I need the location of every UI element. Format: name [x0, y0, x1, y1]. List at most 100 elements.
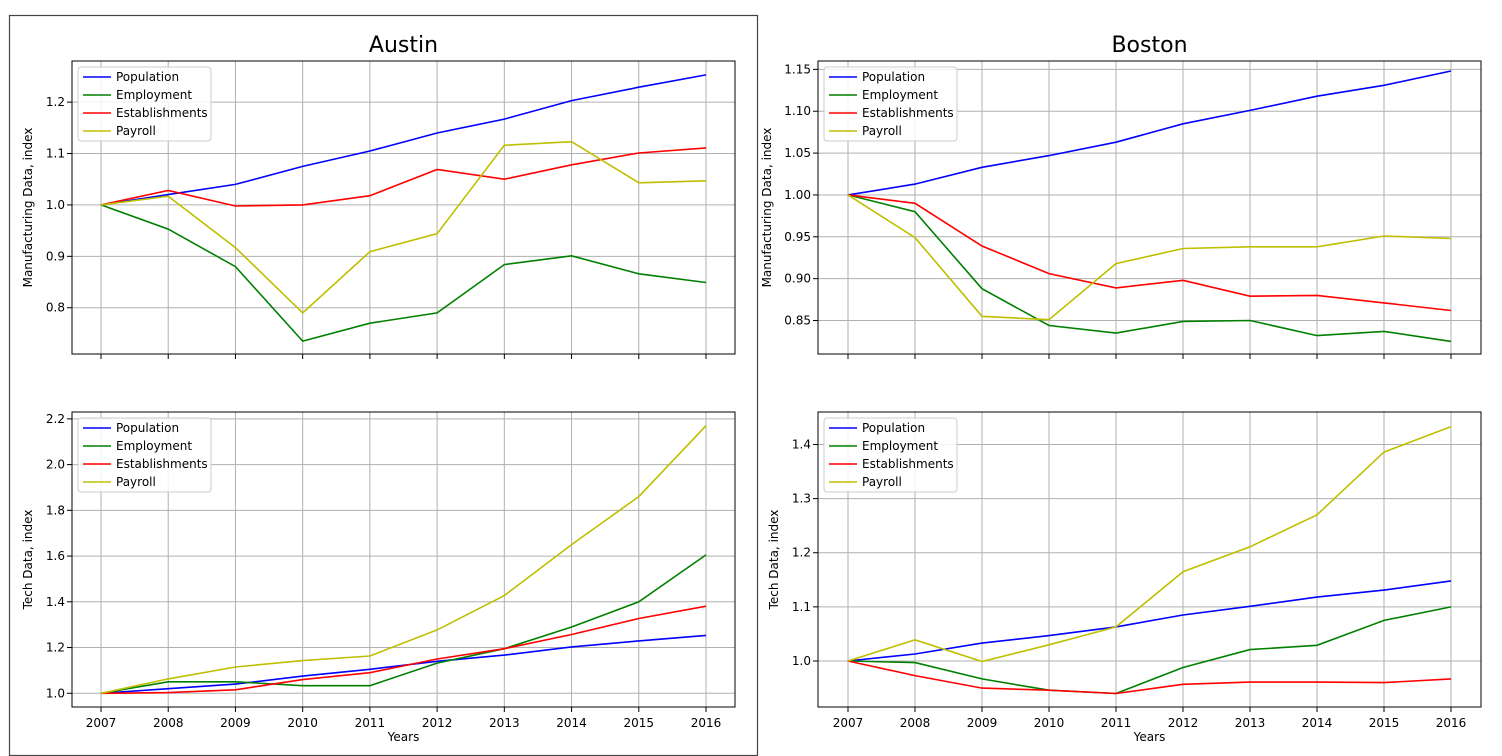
x-tick-label: 2016 — [691, 716, 722, 730]
x-tick-label: 2011 — [355, 716, 386, 730]
y-tick-label: 0.90 — [784, 272, 811, 286]
x-tick-label: 2009 — [967, 716, 998, 730]
legend-label-establishments: Establishments — [116, 106, 208, 120]
series-line-employment — [100, 554, 707, 695]
y-tick-label: 2.2 — [46, 412, 65, 426]
y-axis-title: Manufacturing Data, index — [21, 128, 35, 288]
y-tick-label: 1.4 — [46, 595, 65, 609]
series-line-employment — [100, 204, 707, 342]
series-line-payroll — [100, 140, 707, 314]
y-tick-label: 1.0 — [46, 686, 65, 700]
legend: Population Employment Establishments Payrol… — [823, 66, 958, 142]
y-axis-title: Manufacturing Data, index — [760, 128, 774, 288]
legend-label-establishments: Establishments — [116, 457, 208, 471]
legend-label-establishments: Establishments — [862, 106, 954, 120]
x-tick-label: 2011 — [1101, 716, 1132, 730]
x-tick-label: 2010 — [287, 716, 318, 730]
y-axis-title: Tech Data, index — [21, 510, 35, 611]
y-tick-label: 1.0 — [792, 654, 811, 668]
austin-manufacturing-chart: 0.8 0.9 1.0 1.1 1.2 Austin Manufacturing Data,… — [21, 33, 736, 359]
x-tick-label: 2007 — [86, 716, 117, 730]
y-tick-label: 1.2 — [46, 95, 65, 109]
y-tick-label: 1.0 — [46, 198, 65, 212]
y-tick-label: 1.00 — [784, 188, 811, 202]
legend-label-population: Population — [116, 70, 179, 84]
legend-label-population: Population — [116, 421, 179, 435]
legend-label-payroll: Payroll — [116, 124, 156, 138]
legend-label-payroll: Payroll — [116, 475, 156, 489]
legend-label-employment: Employment — [116, 88, 192, 102]
x-tick-label: 2012 — [1168, 716, 1199, 730]
series-line-population — [100, 634, 707, 695]
x-tick-label: 2013 — [489, 716, 520, 730]
y-tick-label: 1.15 — [784, 62, 811, 76]
x-tick-label: 2008 — [153, 716, 184, 730]
y-tick-label: 1.4 — [792, 437, 811, 451]
series-line-payroll — [100, 425, 707, 695]
x-tick-label: 2012 — [422, 716, 453, 730]
y-tick-label: 1.1 — [792, 600, 811, 614]
x-tick-label: 2015 — [1369, 716, 1400, 730]
legend-label-population: Population — [862, 421, 925, 435]
legend-label-employment: Employment — [862, 439, 938, 453]
y-axis-title: Tech Data, index — [767, 510, 781, 611]
x-tick-label: 2013 — [1235, 716, 1266, 730]
legend-label-employment: Employment — [862, 88, 938, 102]
y-tick-label: 1.2 — [46, 641, 65, 655]
y-tick-label: 1.1 — [46, 147, 65, 161]
legend-box — [77, 66, 212, 142]
series-line-establishments — [847, 660, 1452, 695]
legend-box — [823, 66, 958, 142]
legend-box — [77, 417, 212, 493]
legend-label-population: Population — [862, 70, 925, 84]
x-tick-label: 2014 — [556, 716, 587, 730]
series-line-establishments — [100, 605, 707, 695]
legend-label-employment: Employment — [116, 439, 192, 453]
y-tick-label: 1.2 — [792, 546, 811, 560]
plot-frame — [817, 60, 1482, 355]
x-tick-label: 2015 — [624, 716, 655, 730]
y-tick-label: 1.8 — [46, 503, 65, 517]
boston-manufacturing-chart: 0.85 0.90 0.95 1.00 1.05 1.10 1.15 Boston Manufa… — [760, 33, 1482, 359]
y-tick-label: 0.8 — [46, 301, 65, 315]
y-tick-label: 1.10 — [784, 104, 811, 118]
series-line-payroll — [847, 194, 1452, 321]
y-tick-label: 2.0 — [46, 458, 65, 472]
legend-box — [823, 417, 958, 493]
series-line-population — [100, 74, 707, 206]
legend-label-payroll: Payroll — [862, 124, 902, 138]
chart-title: Boston — [1111, 33, 1187, 58]
legend: Population Employment Establishments Payrol… — [77, 417, 212, 493]
x-tick-label: 2007 — [833, 716, 864, 730]
series-line-employment — [847, 194, 1452, 343]
y-tick-label: 0.95 — [784, 230, 811, 244]
series-line-employment — [847, 606, 1452, 695]
y-tick-label: 0.85 — [784, 314, 811, 328]
x-tick-label: 2008 — [900, 716, 931, 730]
x-tick-label: 2009 — [220, 716, 251, 730]
x-tick-label: 2014 — [1302, 716, 1333, 730]
x-tick-label: 2010 — [1034, 716, 1065, 730]
legend-label-payroll: Payroll — [862, 475, 902, 489]
y-tick-label: 0.9 — [46, 249, 65, 263]
chart-title: Austin — [369, 33, 438, 58]
series-line-population — [847, 580, 1452, 662]
legend-label-establishments: Establishments — [862, 457, 954, 471]
x-axis-title: Years — [1133, 730, 1166, 744]
plot-frame — [817, 411, 1482, 708]
series-line-establishments — [100, 147, 707, 207]
plot-frame — [71, 411, 736, 708]
plot-frame — [71, 60, 736, 355]
legend: Population Employment Establishments Payrol… — [77, 66, 212, 142]
series-line-establishments — [847, 194, 1452, 312]
x-axis-title: Years — [387, 730, 420, 744]
y-tick-label: 1.6 — [46, 549, 65, 563]
legend: Population Employment Establishments Payrol… — [823, 417, 958, 493]
boston-tech-chart: 2007 2008 2009 2010 2011 2012 2013 2014 2015 2016… — [767, 411, 1482, 744]
series-line-population — [847, 70, 1452, 196]
y-tick-label: 1.05 — [784, 146, 811, 160]
series-line-payroll — [847, 425, 1452, 663]
x-tick-label: 2016 — [1436, 716, 1467, 730]
